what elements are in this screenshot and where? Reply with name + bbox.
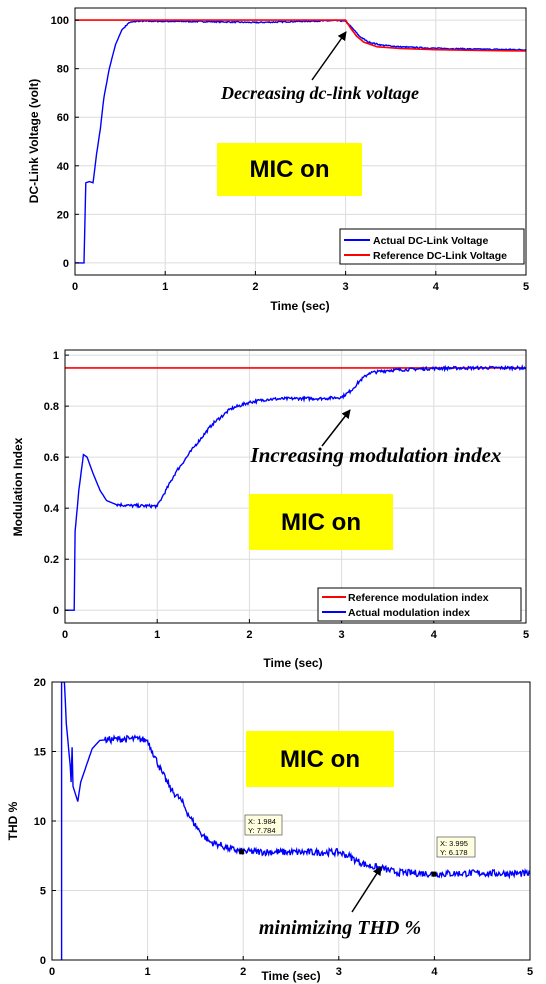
x-tick-label: 3	[339, 629, 345, 641]
mic-on-label-3: MIC on	[280, 746, 360, 773]
y-tick-label: 5	[40, 886, 46, 898]
plot-frame-2	[64, 349, 527, 624]
datatip-2-box	[436, 836, 476, 858]
y-tick-label: 0	[40, 955, 46, 967]
x-tick-label: 1	[145, 966, 151, 978]
y-tick-label: 0.4	[44, 503, 60, 515]
datatip-1-marker	[239, 849, 245, 855]
x-tick-label: 0	[62, 629, 68, 641]
y-tick-label: 0.8	[44, 401, 59, 413]
x-tick-label: 2	[240, 966, 246, 978]
datatip-1-y: Y: 7.784	[248, 826, 276, 835]
lines-3	[60, 682, 530, 960]
series-line-1-2	[75, 19, 526, 52]
y-tick-label: 80	[57, 64, 69, 76]
datatip-2-marker	[431, 871, 437, 877]
x-axis-label-1: Time (sec)	[270, 299, 329, 313]
x-tick-label: 2	[246, 629, 252, 641]
x-tick-label: 5	[523, 629, 529, 641]
y-tick-label: 0	[53, 605, 59, 617]
series-line-1-1	[75, 19, 526, 264]
x-axis-label-2: Time (sec)	[263, 656, 322, 670]
mic-on-box-3	[246, 731, 394, 787]
lines-2	[65, 364, 526, 611]
y-tick-label: 0.2	[44, 554, 59, 566]
legend-label-reference-mi: Reference modulation index	[348, 592, 489, 604]
lines-1	[75, 19, 526, 264]
x-tick-label: 4	[431, 629, 438, 641]
y-axis-label-3: THD %	[6, 801, 20, 840]
y-tick-label: 15	[34, 747, 46, 759]
chart-dc-link-voltage: 0 1 2 3 4 5 0 20 40 60 80 100 Time (sec) DC-Link Vo…	[27, 7, 529, 313]
y-tick-label: 20	[57, 209, 69, 221]
ticks-1: 0 1 2 3 4 5 0 20 40 60 80 100	[51, 15, 529, 293]
x-tick-label: 5	[523, 281, 529, 293]
x-tick-label: 4	[431, 966, 438, 978]
legend-box-1	[339, 228, 525, 265]
datatip-1[interactable]: X: 1.984 Y: 7.784	[239, 814, 283, 855]
mic-on-box-1	[217, 143, 362, 196]
x-tick-label: 4	[433, 281, 440, 293]
y-tick-label: 60	[57, 112, 69, 124]
ticks-2: 0 1 2 3 4 5 0 0.2 0.4 0.6 0.8 1	[44, 350, 529, 641]
x-tick-label: 1	[162, 281, 168, 293]
legend-box-2	[317, 587, 522, 622]
series-line-2-2	[65, 364, 526, 611]
chart-thd: 0 1 2 3 4 5 0 5 10 15 20 Time (sec) THD % MIC on m…	[6, 677, 533, 983]
ticks-3: 0 1 2 3 4 5 0 5 10 15 20	[34, 677, 533, 978]
plot-frame-1	[74, 7, 527, 276]
y-axis-label-2: Modulation Index	[11, 437, 25, 536]
y-tick-label: 1	[53, 350, 59, 362]
annotation-text-3: minimizing THD %	[259, 917, 421, 939]
legend-label-reference-voltage: Reference DC-Link Voltage	[373, 250, 507, 262]
y-axis-label-1: DC-Link Voltage (volt)	[27, 79, 41, 203]
legend-label-actual-voltage: Actual DC-Link Voltage	[373, 235, 488, 247]
x-tick-label: 3	[336, 966, 342, 978]
y-tick-label: 20	[34, 677, 46, 689]
x-tick-label: 2	[252, 281, 258, 293]
y-tick-label: 0.6	[44, 452, 59, 464]
legend-label-actual-mi: Actual modulation index	[348, 607, 470, 619]
y-tick-label: 10	[34, 816, 46, 828]
annotation-arrow-1	[311, 31, 347, 81]
datatip-2[interactable]: X: 3.995 Y: 6.178	[431, 836, 476, 877]
datatip-2-x: X: 3.995	[440, 839, 468, 848]
datatip-2-y: Y: 6.178	[440, 848, 468, 857]
mic-on-label-2: MIC on	[281, 509, 361, 536]
grid-2	[64, 350, 527, 623]
y-tick-label: 100	[51, 15, 69, 27]
x-tick-label: 3	[343, 281, 349, 293]
annotation-arrow-3	[351, 866, 382, 913]
chart-modulation-index: 0 1 2 3 4 5 0 0.2 0.4 0.6 0.8 1 Time (sec) Modulati…	[11, 349, 529, 670]
x-tick-label: 5	[527, 966, 533, 978]
legend-2: Reference modulation index Actual modula…	[317, 587, 522, 622]
y-tick-label: 40	[57, 161, 69, 173]
mic-on-label-1: MIC on	[250, 156, 330, 183]
datatip-1-x: X: 1.984	[248, 817, 276, 826]
annotation-text-2: Increasing modulation index	[250, 443, 502, 467]
x-tick-label: 0	[49, 966, 55, 978]
x-axis-label-3: Time (sec)	[261, 969, 320, 983]
legend-1: Actual DC-Link Voltage Reference DC-Link…	[339, 228, 525, 265]
mic-on-box-2	[249, 494, 393, 550]
y-tick-label: 0	[63, 258, 69, 270]
series-line-3-1	[60, 682, 530, 960]
x-tick-label: 1	[154, 629, 160, 641]
x-tick-label: 0	[72, 281, 78, 293]
datatip-1-box	[244, 814, 283, 836]
annotation-arrow-2	[321, 409, 351, 447]
annotation-text-1: Decreasing dc-link voltage	[220, 83, 419, 103]
